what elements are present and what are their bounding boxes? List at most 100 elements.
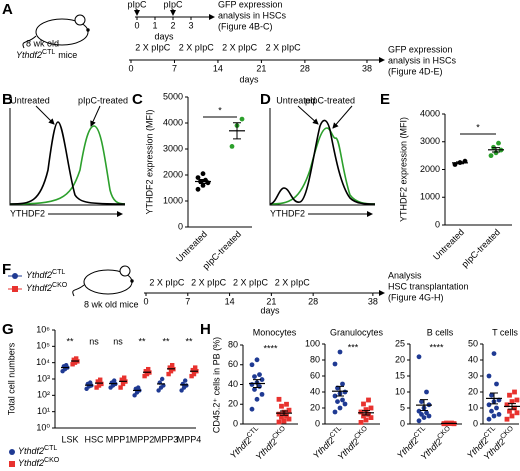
data-point (94, 385, 99, 390)
error-bar (362, 410, 370, 416)
tick-label: 14 (225, 296, 235, 306)
data-point (239, 116, 245, 122)
axis-label: YTHDF2 (10, 208, 45, 218)
superscript: CTL (246, 425, 260, 439)
significance: *** (348, 342, 359, 352)
data-point (229, 144, 235, 149)
data-point (63, 362, 69, 368)
superscript: CKO (52, 282, 68, 289)
error-bar (233, 122, 241, 140)
superscript: CKO (353, 425, 369, 441)
data-point (71, 357, 76, 362)
data-point (507, 408, 512, 414)
data-point (144, 371, 150, 377)
y-tick-label: 20 (228, 399, 238, 409)
data-point (337, 349, 343, 355)
data-point (491, 413, 497, 419)
injection-label: 2 X pIpC (179, 42, 215, 52)
data-point (193, 365, 198, 370)
injection-label: 2 X pIpC (191, 277, 227, 287)
data-point (72, 360, 78, 365)
data-point (361, 413, 366, 419)
tick-label: 2 (170, 20, 175, 30)
significance: * (476, 122, 480, 132)
readout: GFP expression (388, 44, 452, 54)
data-point (509, 399, 515, 404)
data-point (416, 418, 422, 424)
panel-label: F (2, 261, 11, 278)
y-tick-label: 3000 (163, 143, 183, 153)
mouse-illustration (22, 14, 90, 49)
significance: **** (263, 343, 278, 353)
data-point (252, 374, 257, 379)
y-tick-label: 10⁴ (36, 357, 50, 367)
histogram-panel (9, 105, 126, 217)
y-tick-label: 10 (468, 402, 478, 412)
annotation: ns (89, 336, 99, 346)
panel-label: G (2, 321, 14, 338)
y-tick-label: 0 (400, 418, 405, 428)
y-tick-label: 5000 (163, 91, 183, 101)
superscript: CTL (44, 445, 57, 452)
superscript: CTL (329, 425, 343, 439)
data-point (96, 383, 102, 388)
data-point (284, 401, 289, 407)
y-tick-label: 20 (468, 386, 478, 396)
tick-label: 14 (213, 63, 223, 73)
chart-title: T cells (492, 327, 518, 337)
histogram-curve (269, 127, 376, 205)
tick-label: 0 (128, 63, 133, 73)
injection-label: 2 X pIpC (149, 277, 185, 287)
y-tick-label: 60 (310, 370, 320, 380)
data-point (512, 405, 517, 411)
x-tick-label: MPP2 (130, 434, 155, 444)
data-point (167, 365, 172, 370)
axis-label: days (154, 31, 174, 41)
y-tick-label: 30 (468, 370, 478, 380)
data-point (160, 376, 165, 382)
tick-label: 38 (362, 63, 372, 73)
x-tick-label: HSC (84, 434, 104, 444)
data-point (118, 385, 123, 390)
legend-entry: Ythdf2CKO (26, 282, 68, 294)
y-tick-label: 5 (400, 402, 405, 412)
y-tick-label: 60 (228, 359, 238, 369)
axis-label: days (239, 74, 259, 84)
superscript: CKO (436, 425, 452, 441)
y-tick-label: 15 (395, 370, 405, 380)
error-bar (253, 379, 261, 388)
data-point (496, 412, 502, 417)
y-tick-label: 0 (233, 418, 238, 428)
data-point (170, 362, 175, 368)
y-tick-label: 1000 (420, 192, 440, 202)
data-point (254, 396, 260, 402)
axis-label: YTHDF2 (270, 208, 305, 218)
data-point (509, 413, 515, 419)
y-tick-label: 20 (310, 402, 320, 412)
tick-label: 1 (152, 20, 157, 30)
tick-label: 0 (134, 20, 139, 30)
data-point (168, 369, 174, 374)
y-tick-label: 10⁰ (36, 422, 50, 432)
data-point (358, 420, 364, 425)
y-tick-label: 0 (178, 221, 183, 231)
readout: analysis in HSCs (388, 55, 457, 65)
data-point (286, 416, 292, 422)
injection-label: 2 X pIpC (266, 42, 302, 52)
readout: (Figure 4G-H) (388, 292, 444, 302)
injection-label: pIpC (163, 0, 183, 9)
data-point (504, 416, 510, 422)
y-tick-label: 100 (305, 338, 320, 348)
data-point (146, 366, 151, 372)
injection-label: 2 X pIpC (222, 42, 258, 52)
data-point (494, 381, 499, 387)
injection-label: 2 X pIpC (275, 277, 311, 287)
data-point (98, 377, 103, 382)
data-point (70, 362, 75, 367)
y-tick-label: 10⁶ (36, 324, 50, 334)
tick-label: 21 (256, 63, 266, 73)
tick-label: 0 (143, 296, 148, 306)
panel-label: C (132, 91, 143, 108)
data-point (286, 407, 292, 413)
